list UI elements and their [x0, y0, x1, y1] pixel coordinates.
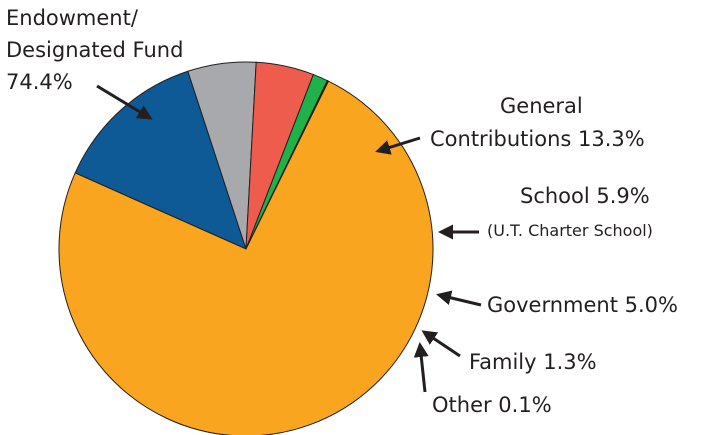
label-general-line1: General: [500, 94, 583, 118]
label-general-line2: Contributions 13.3%: [430, 127, 645, 151]
label-other: Other 0.1%: [432, 393, 552, 417]
label-endowment-line2: Designated Fund: [6, 38, 183, 62]
pie-slice-general: [74, 70, 247, 250]
label-school-line1: School 5.9%: [520, 184, 650, 208]
label-endowment-value: 74.4%: [6, 70, 73, 94]
label-school-line2: (U.T. Charter School): [487, 221, 653, 240]
arrow-endowment: [96, 84, 153, 120]
pie-slice-endowment: [58, 80, 434, 435]
pie-slices: [58, 61, 434, 435]
label-family: Family 1.3%: [469, 350, 597, 374]
arrow-government: [436, 290, 482, 307]
arrow-general: [375, 136, 421, 155]
label-endowment-line1: Endowment/: [6, 6, 139, 30]
arrow-other: [413, 342, 429, 393]
label-government: Government 5.0%: [487, 293, 678, 317]
arrow-family: [421, 330, 461, 358]
